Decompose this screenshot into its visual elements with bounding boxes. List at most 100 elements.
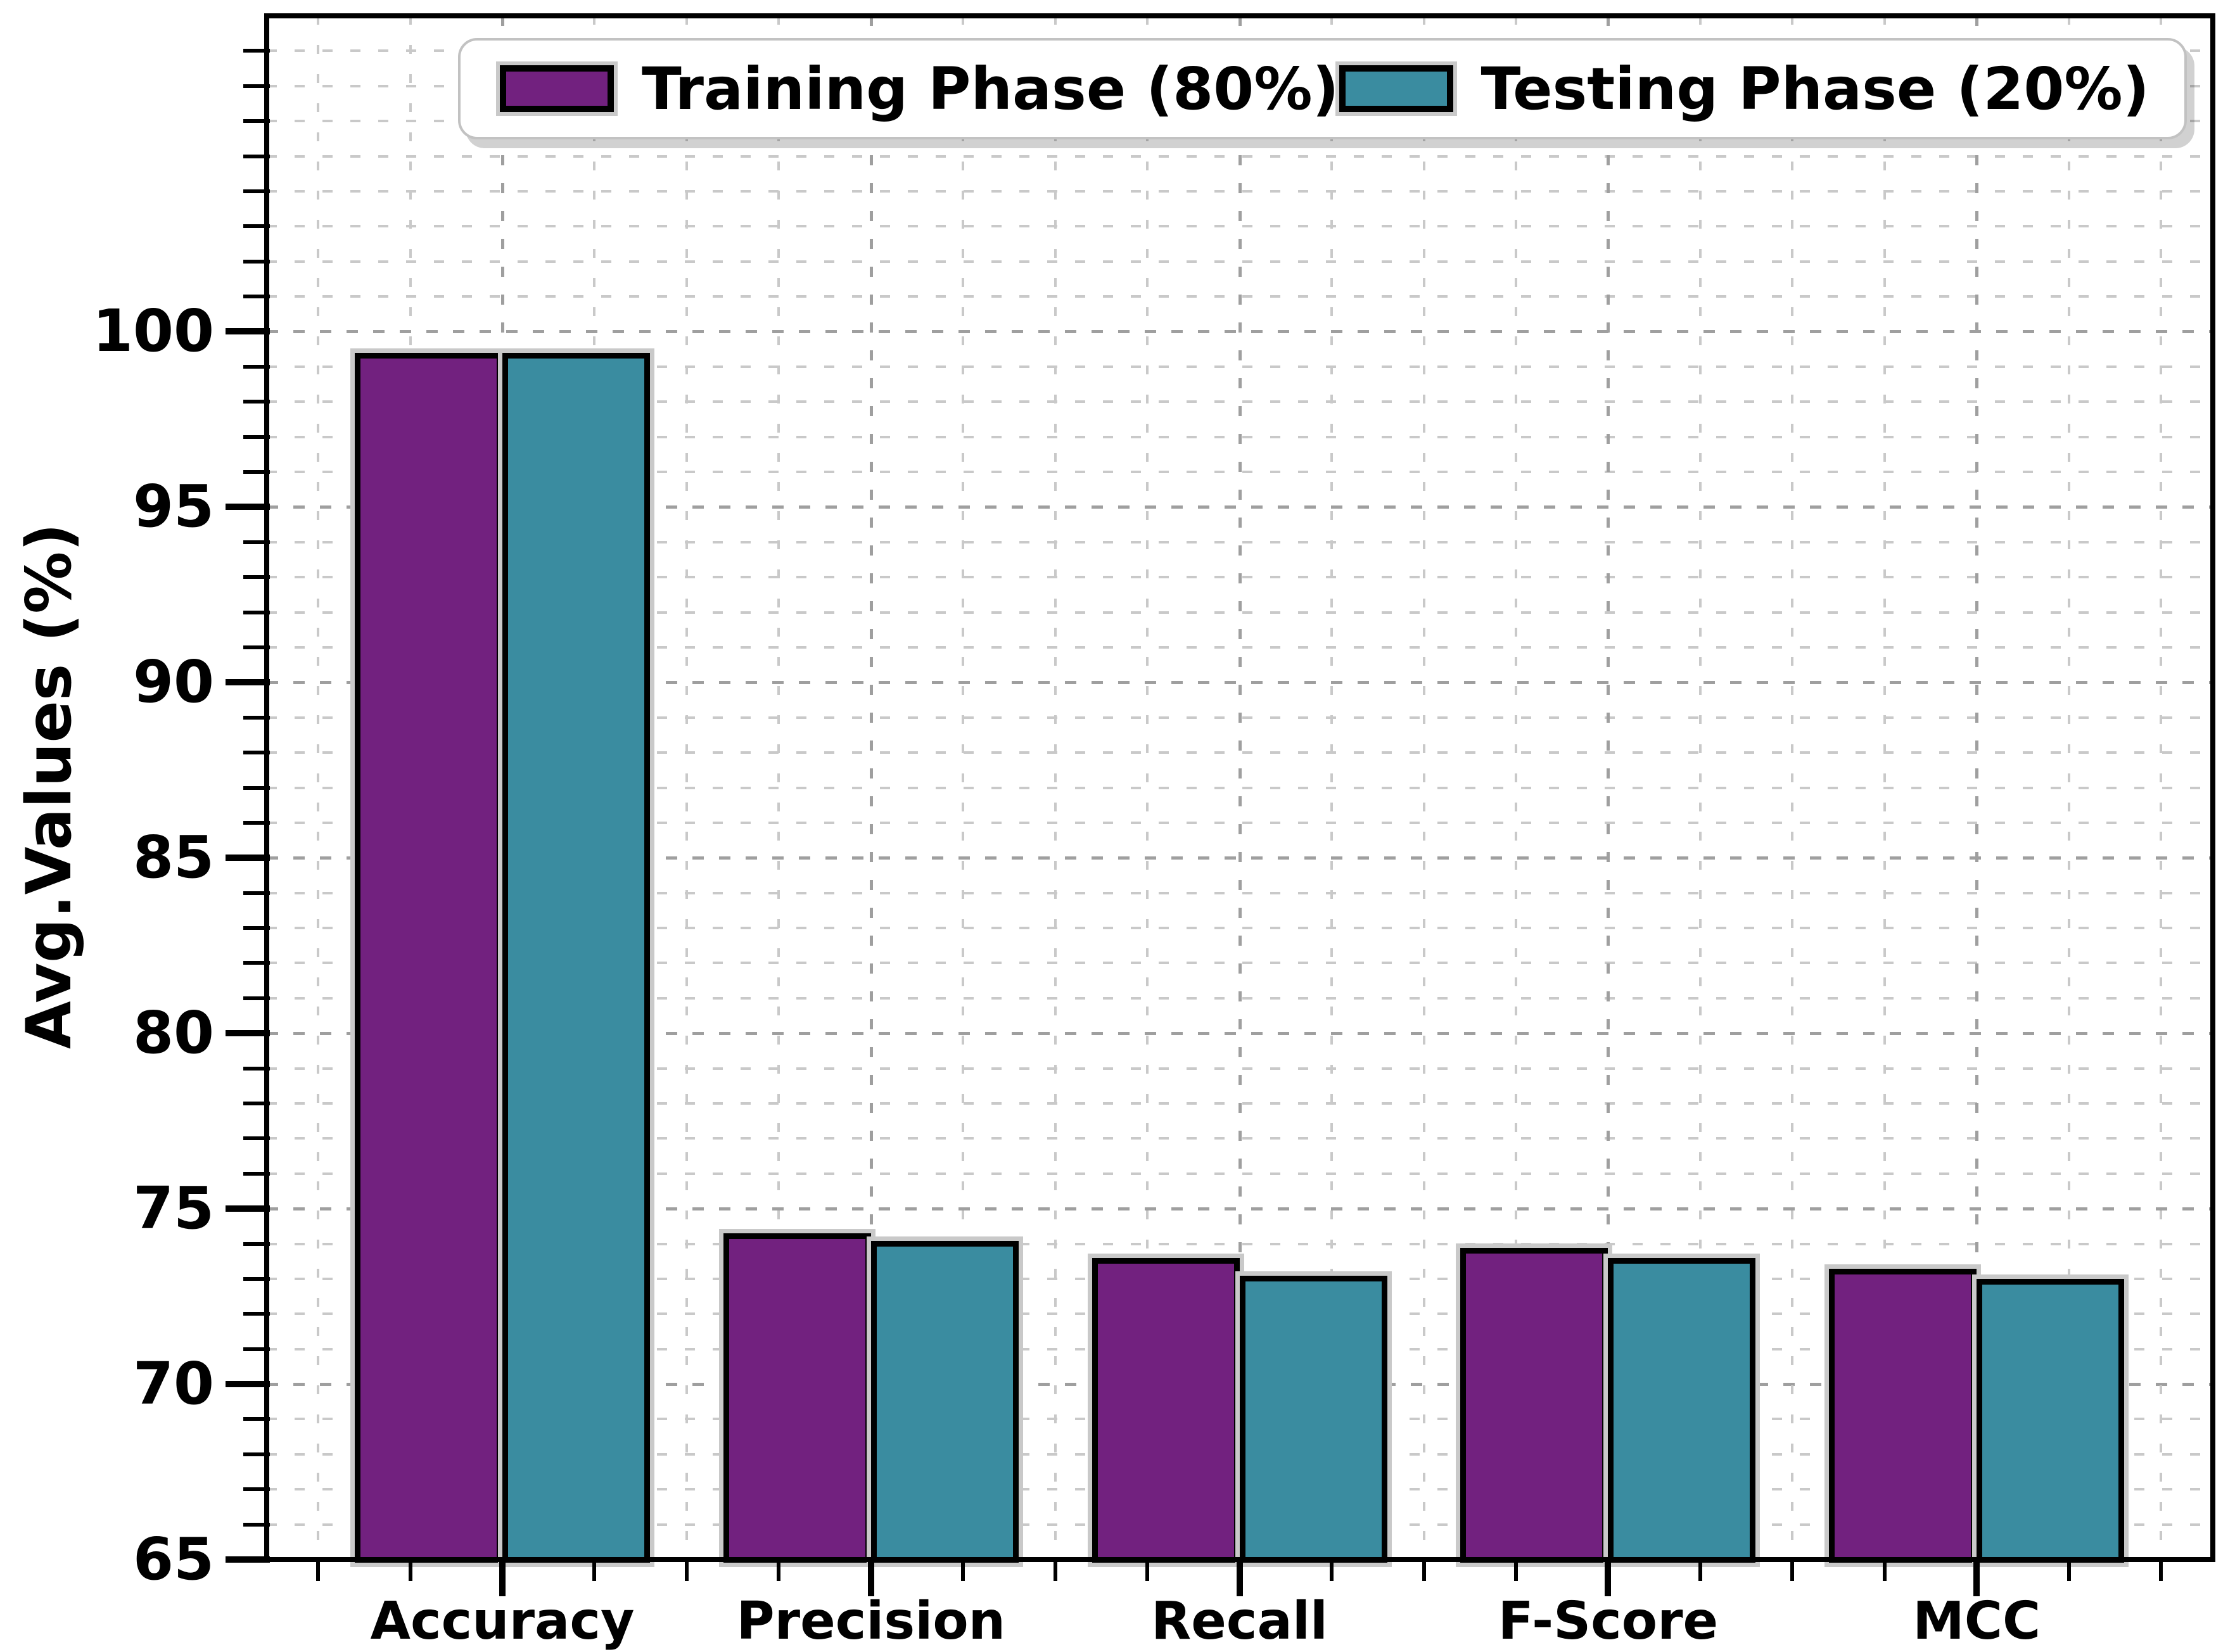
y-axis-minor-tick (243, 961, 270, 965)
bar-accuracy-training (350, 348, 507, 1567)
testing-color-swatch-icon (1335, 61, 1457, 116)
gridline-vertical-minor (1514, 16, 1517, 1560)
y-axis-minor-tick (243, 715, 270, 720)
y-axis-minor-tick (243, 1312, 270, 1316)
gridline-vertical-minor (1883, 16, 1886, 1560)
y-axis-minor-tick (243, 1452, 270, 1456)
y-axis-tick-label: 65 (132, 1525, 214, 1593)
y-axis-major-tick (226, 1381, 270, 1388)
y-axis-major-tick (226, 504, 270, 511)
bar-recall-training (1087, 1254, 1244, 1567)
x-axis-minor-tick (1698, 1557, 1702, 1581)
bar-fscore-testing (1603, 1254, 1761, 1567)
y-axis-tick-label: 90 (132, 648, 214, 716)
y-axis-minor-tick (243, 610, 270, 614)
bar-mcc-training (1824, 1264, 1982, 1567)
y-axis-minor-tick (243, 189, 270, 193)
x-axis-major-tick (867, 1557, 874, 1596)
y-axis-minor-tick (243, 926, 270, 931)
y-axis-minor-tick (243, 259, 270, 264)
gridline-vertical-minor (962, 16, 965, 1560)
x-axis-minor-tick (2066, 1557, 2071, 1581)
y-axis-major-tick (226, 1205, 270, 1212)
gridline-vertical-major (869, 16, 873, 1560)
y-axis-minor-tick (243, 891, 270, 895)
legend-label-testing: Testing Phase (20%) (1480, 54, 2149, 123)
x-axis-label-accuracy: Accuracy (370, 1591, 635, 1651)
x-axis-minor-tick (1882, 1557, 1887, 1581)
x-axis-minor-tick (1145, 1557, 1150, 1581)
x-axis-major-tick (1605, 1557, 1612, 1596)
y-axis-minor-tick (243, 996, 270, 1000)
bar-mcc-testing (1972, 1274, 2129, 1567)
x-axis-minor-tick (1513, 1557, 1518, 1581)
y-axis-minor-tick (243, 295, 270, 299)
x-axis-major-tick (1236, 1557, 1243, 1596)
x-axis-label-precision: Precision (736, 1591, 1006, 1651)
x-axis-minor-tick (316, 1557, 321, 1581)
gridline-vertical-minor (1422, 16, 1425, 1560)
gridline-vertical-minor (317, 16, 320, 1560)
y-axis-minor-tick (243, 785, 270, 790)
legend-item-training: Training Phase (80%) (496, 55, 1339, 123)
x-axis-minor-tick (1422, 1557, 1426, 1581)
x-axis-minor-tick (408, 1557, 412, 1581)
y-axis-major-tick (226, 855, 270, 861)
gridline-vertical-major (1975, 16, 1979, 1560)
bar-fscore-training (1456, 1243, 1613, 1567)
y-axis-minor-tick (243, 1522, 270, 1527)
x-axis-label-mcc: MCC (1913, 1591, 2041, 1651)
bar-accuracy-testing (498, 348, 654, 1567)
gridline-vertical-minor (1054, 16, 1057, 1560)
y-axis-minor-tick (243, 645, 270, 649)
gridline-vertical-minor (2160, 16, 2163, 1560)
y-axis-minor-tick (243, 1276, 270, 1281)
gridline-vertical-minor (1791, 16, 1794, 1560)
y-axis-major-tick (226, 328, 270, 335)
x-axis-major-tick (499, 1557, 506, 1596)
y-axis-major-tick (226, 1030, 270, 1037)
y-axis-minor-tick (243, 1066, 270, 1071)
x-axis-minor-tick (777, 1557, 781, 1581)
x-axis-minor-tick (1330, 1557, 1334, 1581)
bar-precision-training (718, 1229, 876, 1567)
y-axis-minor-tick (243, 1487, 270, 1492)
y-axis-minor-tick (243, 1242, 270, 1246)
x-axis-minor-tick (684, 1557, 689, 1581)
y-axis-minor-tick (243, 1101, 270, 1105)
gridline-vertical-minor (685, 16, 688, 1560)
gridline-vertical-minor (2067, 16, 2070, 1560)
gridline-vertical-minor (777, 16, 780, 1560)
y-axis-minor-tick (243, 435, 270, 439)
training-color-swatch-icon (496, 61, 618, 116)
y-axis-minor-tick (243, 751, 270, 755)
y-axis-minor-tick (243, 154, 270, 158)
y-axis-minor-tick (243, 84, 270, 88)
y-axis-minor-tick (243, 575, 270, 580)
x-axis-minor-tick (592, 1557, 597, 1581)
y-axis-minor-tick (243, 119, 270, 124)
y-axis-tick-label: 80 (132, 999, 214, 1067)
x-axis-minor-tick (1053, 1557, 1057, 1581)
y-axis-minor-tick (243, 1347, 270, 1351)
y-axis-major-tick (226, 679, 270, 686)
x-axis-minor-tick (1790, 1557, 1795, 1581)
x-axis-minor-tick (2159, 1557, 2163, 1581)
x-axis-major-tick (1973, 1557, 1980, 1596)
y-axis-major-tick (226, 1556, 270, 1563)
y-axis-minor-tick (243, 1136, 270, 1141)
y-axis-minor-tick (243, 49, 270, 53)
gridline-vertical-minor (1330, 16, 1334, 1560)
gridline-vertical-minor (1698, 16, 1702, 1560)
y-axis-minor-tick (243, 400, 270, 404)
y-axis-minor-tick (243, 540, 270, 544)
y-axis-minor-tick (243, 820, 270, 825)
y-axis-minor-tick (243, 470, 270, 474)
x-axis-label-recall: Recall (1151, 1591, 1328, 1651)
y-axis-tick-label: 100 (92, 297, 214, 365)
x-axis-minor-tick (961, 1557, 965, 1581)
y-axis-minor-tick (243, 1417, 270, 1421)
y-axis-tick-label: 75 (132, 1174, 214, 1243)
y-axis-tick-label: 95 (132, 473, 214, 541)
